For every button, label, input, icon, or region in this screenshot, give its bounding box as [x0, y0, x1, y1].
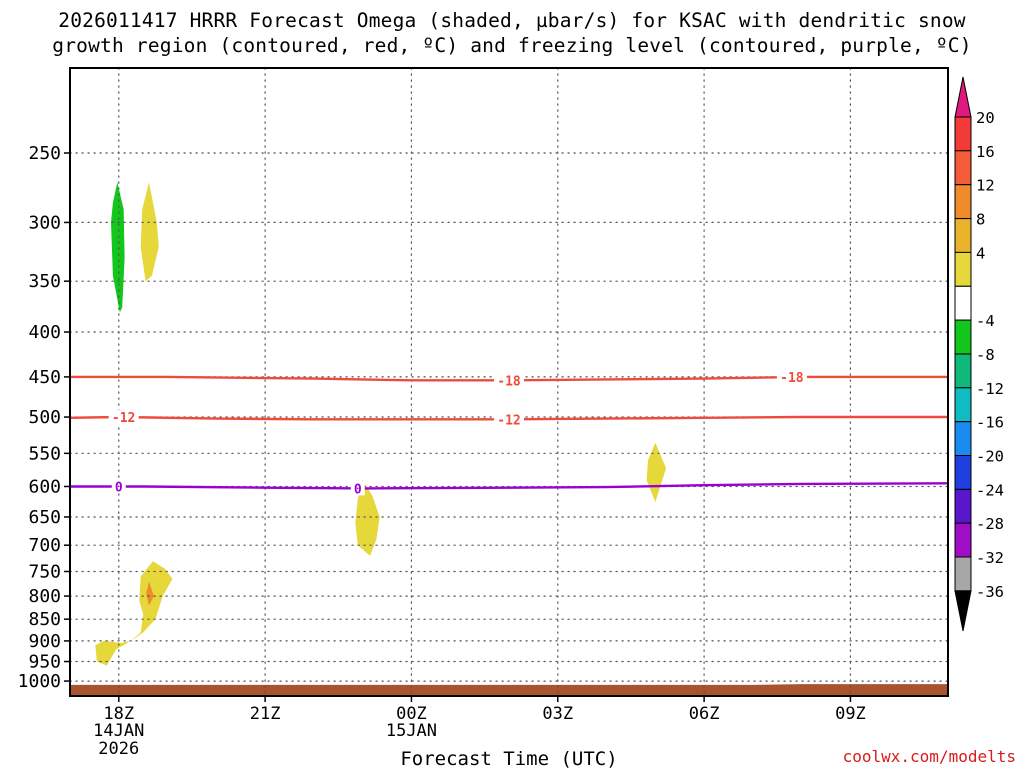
- y-tick-label-500: 500: [28, 407, 61, 428]
- colorbar-bin-11: [954, 455, 972, 490]
- chart-title-line-2: growth region (contoured, red, ºC) and f…: [52, 34, 972, 57]
- colorbar-label-13: -32: [976, 549, 1004, 567]
- grid-layer: [69, 67, 949, 697]
- contour-line-2: [69, 415, 948, 421]
- x-tick-label-18Z: 18Z: [103, 704, 134, 724]
- colorbar-label-1: 20: [976, 109, 995, 127]
- colorbar-bin-7: [954, 319, 972, 355]
- contour-label-3-2: 0: [354, 482, 362, 497]
- colorbar-label-14: -36: [976, 583, 1004, 601]
- y-tick-label-1000: 1000: [18, 671, 61, 692]
- contour-label-bg-3-2: [350, 481, 365, 496]
- x-tick-label-21Z: 21Z: [250, 704, 281, 724]
- terrain-surface: [70, 684, 948, 696]
- colorbar-label-6: -4: [976, 312, 995, 330]
- colorbar-bottom-arrow: [954, 590, 972, 631]
- colorbar-label-10: -20: [976, 448, 1004, 466]
- colorbar-label-12: -28: [976, 515, 1004, 533]
- colorbar-bin-4: [954, 218, 972, 253]
- colorbar-bin-10: [954, 421, 972, 457]
- colorbar-bin-6: [954, 285, 972, 321]
- colorbar-label-7: -8: [976, 346, 995, 364]
- colorbar-bin-5: [954, 251, 972, 287]
- contour-label-bg-2-1: [108, 410, 139, 425]
- y-axis: 2503003504004505005506006507007508008509…: [18, 143, 70, 692]
- colorbar-top-arrow: [954, 76, 972, 118]
- contour-label-bg-1-1: [494, 373, 524, 388]
- contour-label-bg-3-1: [111, 479, 126, 494]
- x-tick-label-00Z: 00Z: [396, 704, 427, 724]
- contour-label-2-2: -12: [497, 413, 520, 428]
- y-tick-label-750: 750: [28, 561, 61, 582]
- contour-label-1-2: -18: [780, 371, 804, 386]
- colorbar-bin-1: [954, 116, 972, 152]
- x-tick-year-18Z: 2026: [98, 739, 139, 759]
- omega-region-6: [646, 442, 667, 502]
- contour-label-bg-2-2: [494, 412, 524, 427]
- omega-region-4: [146, 581, 154, 606]
- colorbar-bin-3: [954, 184, 972, 220]
- y-tick-label-800: 800: [28, 586, 61, 607]
- contour-label-3-1: 0: [115, 480, 123, 495]
- colorbar-label-4: 8: [976, 211, 985, 229]
- x-axis-label: Forecast Time (UTC): [400, 748, 617, 768]
- contour-layer: -18 -18 -12 -12 0 0: [69, 370, 949, 497]
- y-tick-label-400: 400: [28, 322, 61, 343]
- x-tick-label-09Z: 09Z: [835, 704, 866, 724]
- colorbar-bin-2: [954, 150, 972, 186]
- colorbar-bin-12: [954, 488, 972, 524]
- colorbar-label-8: -12: [976, 380, 1004, 398]
- y-tick-label-850: 850: [28, 609, 61, 630]
- contour-label-1-1: -18: [497, 374, 521, 389]
- colorbar-bin-14: [954, 556, 972, 592]
- contour-label-bg-1-2: [776, 370, 807, 385]
- colorbar-bin-8: [954, 353, 972, 389]
- colorbar-label-11: -24: [976, 481, 1004, 499]
- y-tick-label-700: 700: [28, 535, 61, 556]
- colorbar-bin-13: [954, 522, 972, 558]
- x-tick-date-00Z: 15JAN: [386, 721, 437, 741]
- colorbar-label-2: 16: [976, 143, 995, 161]
- y-tick-label-450: 450: [28, 367, 61, 388]
- y-tick-label-250: 250: [28, 143, 61, 164]
- colorbar: 20 16 12 8 4 -4 -8 -12 -16 -20 -24 -28 -32 -36: [954, 76, 1004, 631]
- omega-region-3: [95, 561, 173, 666]
- y-tick-label-350: 350: [28, 271, 61, 292]
- y-tick-label-600: 600: [28, 476, 61, 497]
- colorbar-label-3: 12: [976, 177, 995, 195]
- y-tick-label-300: 300: [28, 212, 61, 233]
- y-tick-label-650: 650: [28, 507, 61, 528]
- contour-line-3: [70, 482, 949, 490]
- colorbar-label-5: 4: [976, 244, 985, 262]
- y-tick-label-550: 550: [28, 443, 61, 464]
- y-tick-label-900: 900: [28, 631, 61, 652]
- y-tick-label-950: 950: [28, 652, 61, 673]
- x-tick-label-03Z: 03Z: [542, 704, 573, 724]
- omega-region-5: [355, 480, 380, 556]
- omega-region-1: [111, 182, 125, 313]
- x-tick-date-18Z: 14JAN: [93, 721, 144, 741]
- contour-label-2-1: -12: [112, 411, 135, 426]
- colorbar-bin-9: [954, 387, 972, 423]
- omega-region-2: [140, 182, 159, 282]
- omega-shading-layer: [95, 182, 667, 666]
- plot-frame: [69, 67, 949, 697]
- colorbar-label-9: -16: [976, 414, 1004, 432]
- credit-text: coolwx.com/modelts: [843, 747, 1016, 766]
- chart-title-line-1: 2026011417 HRRR Forecast Omega (shaded, …: [58, 9, 966, 32]
- terrain-layer: [70, 684, 948, 696]
- x-tick-label-06Z: 06Z: [689, 704, 720, 724]
